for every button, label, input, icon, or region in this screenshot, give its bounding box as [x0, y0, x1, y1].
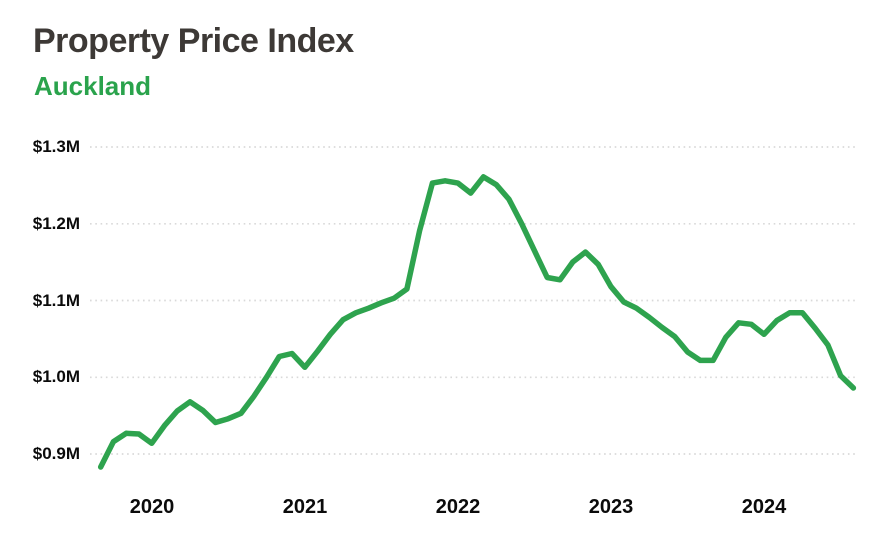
chart-title: Property Price Index	[33, 22, 354, 60]
chart-subtitle: Auckland	[34, 71, 152, 101]
price-index-line	[97, 174, 857, 470]
